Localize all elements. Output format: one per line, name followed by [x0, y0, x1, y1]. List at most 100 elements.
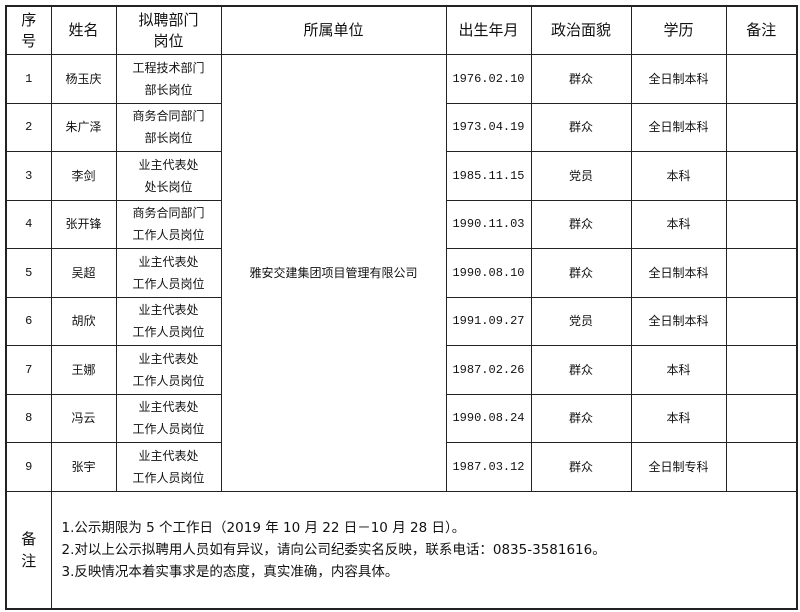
row-name: 胡欣 [50, 296, 117, 346]
row-name: 张宇 [50, 442, 117, 492]
header-no: 序号 [5, 5, 52, 55]
row-education: 本科 [630, 199, 727, 249]
row-remark [725, 199, 798, 249]
header-row: 序号 姓名 拟聘部门岗位 所属单位 出生年月 政治面貌 学历 备注 [5, 5, 798, 55]
position-post: 处长岗位 [144, 179, 193, 194]
header-position: 拟聘部门岗位 [115, 5, 222, 55]
row-no: 8 [5, 393, 52, 443]
position-dept: 业主代表处 [138, 448, 199, 463]
row-name: 朱广泽 [50, 102, 117, 152]
row-no: 7 [5, 345, 52, 395]
notes-label-text: 备注 [21, 529, 37, 570]
row-birth: 1990.11.03 [445, 199, 532, 249]
position-post: 工作人员岗位 [132, 325, 205, 340]
header-political: 政治面貌 [530, 5, 632, 55]
row-political: 群众 [530, 442, 632, 492]
row-no: 3 [5, 151, 52, 201]
row-birth: 1990.08.24 [445, 393, 532, 443]
row-birth: 1976.02.10 [445, 54, 532, 104]
position-post: 部长岗位 [144, 82, 193, 97]
row-position: 商务合同部门 部长岗位 [115, 102, 222, 152]
header-education: 学历 [630, 5, 727, 55]
row-political: 群众 [530, 54, 632, 104]
note-item: 1.公示期限为 5 个工作日（2019 年 10 月 22 日－10 月 28 … [61, 519, 466, 536]
row-no: 4 [5, 199, 52, 249]
row-position: 业主代表处 处长岗位 [115, 151, 222, 201]
position-dept: 商务合同部门 [132, 206, 205, 221]
notes-content: 1.公示期限为 5 个工作日（2019 年 10 月 22 日－10 月 28 … [50, 490, 798, 609]
row-birth: 1973.04.19 [445, 102, 532, 152]
row-birth: 1987.02.26 [445, 345, 532, 395]
row-political: 群众 [530, 102, 632, 152]
row-position: 工程技术部门 部长岗位 [115, 54, 222, 104]
row-name: 吴超 [50, 248, 117, 298]
row-remark [725, 248, 798, 298]
row-education: 本科 [630, 151, 727, 201]
table-row: 9 张宇 业主代表处 工作人员岗位 1987.03.12 群众 全日制专科 [5, 442, 798, 492]
note-item: 2.对以上公示拟聘用人员如有异议，请向公司纪委实名反映，联系电话：0835-35… [61, 541, 606, 558]
row-remark [725, 54, 798, 104]
row-position: 业主代表处工作人员岗位 [115, 442, 222, 492]
row-education: 本科 [630, 345, 727, 395]
row-remark [725, 296, 798, 346]
row-political: 党员 [530, 151, 632, 201]
row-political: 群众 [530, 199, 632, 249]
header-birth: 出生年月 [445, 5, 532, 55]
position-post: 工作人员岗位 [132, 373, 205, 388]
row-no: 6 [5, 296, 52, 346]
row-no: 9 [5, 442, 52, 492]
announcement-table: 序号 姓名 拟聘部门岗位 所属单位 出生年月 政治面貌 学历 备注 1 杨玉庆 工程… [5, 5, 798, 610]
row-political: 群众 [530, 393, 632, 443]
table-row: 3 李剑 业主代表处 处长岗位 1985.11.15 党员 本科 [5, 151, 798, 201]
row-no: 1 [5, 54, 52, 104]
position-dept: 业主代表处 [138, 303, 199, 318]
position-dept: 业主代表处 [138, 254, 199, 269]
row-remark [725, 345, 798, 395]
row-education: 本科 [630, 393, 727, 443]
row-birth: 1991.09.27 [445, 296, 532, 346]
table-row: 8 冯云 业主代表处 工作人员岗位 1990.08.24 群众 本科 [5, 393, 798, 443]
row-birth: 1990.08.10 [445, 248, 532, 298]
table-row: 4 张开锋 商务合同部门 工作人员岗位 1990.11.03 群众 本科 [5, 199, 798, 249]
row-no: 5 [5, 248, 52, 298]
row-education: 全日制本科 [630, 102, 727, 152]
position-post: 工作人员岗位 [132, 276, 205, 291]
position-dept: 业主代表处 [138, 400, 199, 415]
row-remark [725, 102, 798, 152]
header-unit: 所属单位 [220, 5, 447, 55]
row-name: 张开锋 [50, 199, 117, 249]
unit-cell: 雅安交建集团项目管理有限公司 [220, 54, 447, 492]
row-position: 业主代表处工作人员岗位 [115, 393, 222, 443]
notes-label: 备注 [5, 490, 52, 609]
row-name: 冯云 [50, 393, 117, 443]
position-dept: 商务合同部门 [132, 109, 205, 124]
row-education: 全日制本科 [630, 296, 727, 346]
notes-row: 备注 1.公示期限为 5 个工作日（2019 年 10 月 22 日－10 月 2… [5, 490, 798, 609]
row-remark [725, 442, 798, 492]
row-education: 全日制本科 [630, 248, 727, 298]
row-position: 商务合同部门 工作人员岗位 [115, 199, 222, 249]
position-post: 工作人员岗位 [132, 470, 205, 485]
row-remark [725, 151, 798, 201]
row-remark [725, 393, 798, 443]
position-post: 工作人员岗位 [132, 422, 205, 437]
row-position: 业主代表处工作人员岗位 [115, 296, 222, 346]
position-post: 工作人员岗位 [132, 228, 205, 243]
row-position: 业主代表处工作人员岗位 [115, 248, 222, 298]
table-row: 5 吴超 业主代表处 工作人员岗位 1990.08.10 群众 全日制本科 [5, 248, 798, 298]
row-education: 全日制本科 [630, 54, 727, 104]
row-political: 党员 [530, 296, 632, 346]
position-dept: 业主代表处 [138, 351, 199, 366]
position-post: 部长岗位 [144, 131, 193, 146]
row-education: 全日制专科 [630, 442, 727, 492]
row-position: 业主代表处工作人员岗位 [115, 345, 222, 395]
row-name: 王娜 [50, 345, 117, 395]
row-political: 群众 [530, 248, 632, 298]
position-dept: 工程技术部门 [132, 60, 205, 75]
table-row: 6 胡欣 业主代表处 工作人员岗位 1991.09.27 党员 全日制本科 [5, 296, 798, 346]
header-remark: 备注 [725, 5, 798, 55]
position-dept: 业主代表处 [138, 157, 199, 172]
row-no: 2 [5, 102, 52, 152]
row-birth: 1985.11.15 [445, 151, 532, 201]
table-row: 1 杨玉庆 工程技术部门 部长岗位 雅安交建集团项目管理有限公司 1976.02.10 群众… [5, 54, 798, 492]
